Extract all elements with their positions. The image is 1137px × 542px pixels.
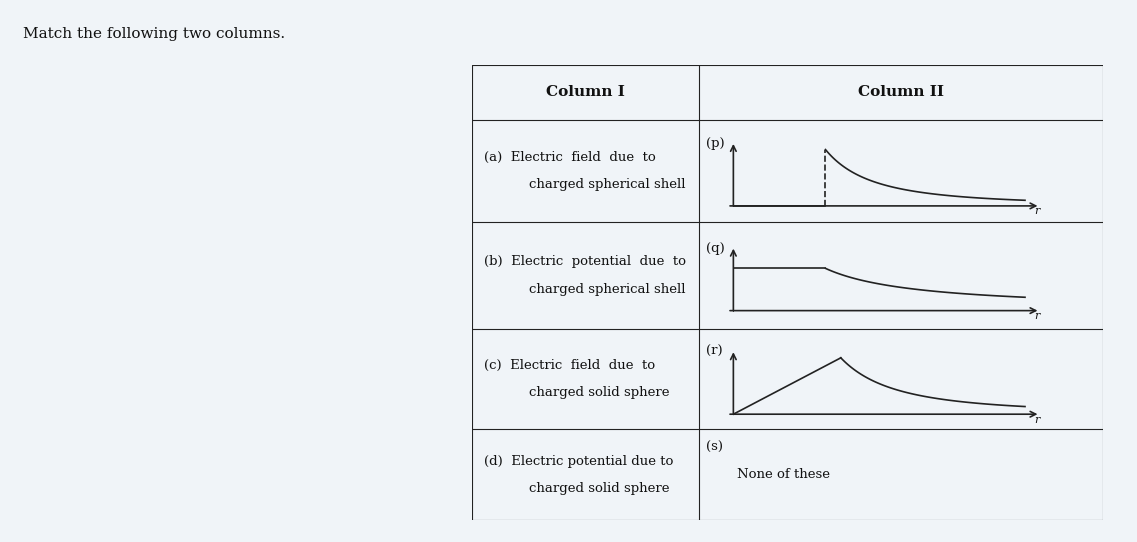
Text: (c)  Electric  field  due  to: (c) Electric field due to bbox=[484, 359, 656, 372]
Text: Column II: Column II bbox=[858, 85, 944, 99]
Text: Column I: Column I bbox=[546, 85, 625, 99]
Text: r: r bbox=[1035, 207, 1039, 216]
Text: (s): (s) bbox=[706, 441, 723, 454]
Text: (b)  Electric  potential  due  to: (b) Electric potential due to bbox=[484, 255, 687, 268]
Text: Match the following two columns.: Match the following two columns. bbox=[23, 27, 285, 41]
Text: (p): (p) bbox=[706, 137, 724, 150]
Text: (r): (r) bbox=[706, 345, 722, 358]
Text: (q): (q) bbox=[706, 242, 724, 255]
Text: r: r bbox=[1035, 311, 1039, 321]
Text: charged solid sphere: charged solid sphere bbox=[529, 386, 670, 399]
Text: charged solid sphere: charged solid sphere bbox=[529, 482, 670, 495]
Text: (d)  Electric potential due to: (d) Electric potential due to bbox=[484, 455, 674, 468]
Text: charged spherical shell: charged spherical shell bbox=[529, 178, 686, 191]
Text: charged spherical shell: charged spherical shell bbox=[529, 283, 686, 296]
Text: r: r bbox=[1035, 415, 1039, 424]
Text: None of these: None of these bbox=[737, 468, 830, 481]
Text: (a)  Electric  field  due  to: (a) Electric field due to bbox=[484, 151, 656, 164]
